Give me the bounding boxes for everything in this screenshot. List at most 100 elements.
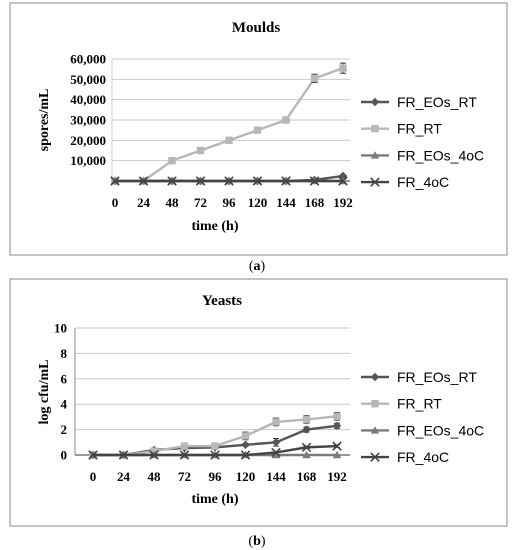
chart-b-xtick-label: 144 — [266, 469, 286, 484]
chart-b-legend-item: FR_EOs_4oC — [361, 422, 484, 438]
caption-b-label: b — [253, 534, 261, 549]
legend-label: FR_RT — [397, 121, 442, 137]
data-point — [301, 442, 312, 453]
legend-swatch-marker — [370, 151, 380, 159]
chart-a-legend-item: FR_EOs_4oC — [361, 147, 484, 163]
data-point — [180, 442, 189, 450]
data-point — [339, 64, 347, 72]
legend-swatch-marker — [370, 177, 380, 187]
chart-a-ylabel: spores/mL — [37, 89, 52, 152]
chart-b-ytick-label: 10 — [54, 321, 67, 336]
chart-a-xtick-label: 168 — [305, 195, 325, 210]
legend-swatch-marker — [371, 125, 379, 133]
chart-a-title: Moulds — [232, 20, 281, 36]
legend-label: FR_4oC — [397, 174, 449, 190]
data-point — [281, 176, 291, 186]
data-point — [310, 74, 319, 83]
legend-swatch-marker — [370, 426, 380, 434]
chart-a-xtick-label: 0 — [112, 195, 119, 210]
chart-b-title: Yeasts — [202, 293, 242, 309]
chart-a-xtick-label: 120 — [248, 195, 268, 210]
data-point — [168, 156, 176, 165]
data-point — [338, 176, 348, 186]
chart-b-legend-item: FR_EOs_RT — [361, 369, 477, 385]
data-point — [211, 442, 219, 450]
data-point — [196, 146, 205, 155]
legend-label: FR_EOs_4oC — [397, 147, 484, 163]
chart-a-ytick-label: 40,000 — [70, 92, 106, 107]
data-point — [302, 425, 311, 434]
data-point — [302, 415, 311, 424]
chart-a-xtick-label: 96 — [223, 195, 237, 210]
data-point — [225, 136, 233, 145]
chart-b-ylabel: log cfu/mL — [37, 360, 52, 425]
chart-b-xtick-label: 0 — [90, 469, 97, 484]
legend-swatch-marker — [370, 97, 380, 107]
data-point — [110, 176, 120, 186]
data-point — [241, 440, 250, 450]
caption-b: (b) — [248, 534, 265, 549]
data-point — [333, 412, 341, 420]
chart-a-xtick-label: 24 — [137, 195, 151, 210]
chart-b-ytick-label: 2 — [61, 422, 68, 437]
chart-b-xtick-label: 120 — [236, 469, 256, 484]
data-point — [332, 421, 342, 430]
chart-a-ytick-label: 20,000 — [70, 133, 106, 148]
legend-label: FR_EOs_RT — [397, 94, 477, 110]
chart-b-xtick-label: 72 — [178, 469, 191, 484]
chart-b-legend: FR_EOs_RT FR_RT FR_EOs_4oC FR_4oC — [361, 369, 484, 465]
data-point — [210, 450, 220, 460]
data-point — [240, 450, 251, 460]
chart-b-ytick-label: 8 — [61, 346, 68, 361]
legend-swatch-marker — [370, 452, 380, 462]
chart-a-plot: 10,000 20,000 30,000 40,000 50,000 60,000 0 24 4… — [70, 52, 353, 211]
panel-b-frame — [9, 278, 508, 527]
legend-swatch-marker — [370, 372, 380, 382]
chart-b-ytick-label: 6 — [61, 371, 68, 386]
data-point — [271, 447, 281, 458]
data-point — [224, 176, 234, 186]
data-point — [167, 176, 177, 186]
data-point — [138, 176, 149, 186]
data-point — [253, 126, 262, 134]
data-point — [272, 418, 280, 426]
legend-label: FR_EOs_RT — [397, 369, 477, 385]
data-point — [282, 116, 290, 124]
caption-a-label: a — [254, 259, 261, 274]
legend-label: FR_4oC — [397, 449, 449, 465]
chart-a-xtick-label: 144 — [276, 195, 296, 210]
data-point — [195, 176, 206, 186]
chart-b-legend-item: FR_RT — [361, 396, 442, 412]
data-point — [179, 450, 190, 460]
chart-a-xtick-label: 48 — [166, 195, 180, 210]
data-point — [252, 176, 263, 186]
chart-a-legend-item: FR_EOs_RT — [361, 94, 477, 110]
chart-a-legend-item: FR_RT — [361, 121, 442, 137]
legend-swatch-marker — [371, 400, 379, 408]
data-point — [309, 176, 320, 186]
chart-b-xtick-label: 96 — [209, 469, 223, 484]
data-point — [149, 450, 159, 460]
caption-a: (a) — [249, 259, 266, 274]
chart-b-xtick-label: 48 — [148, 469, 162, 484]
chart-b-xtick-label: 192 — [327, 469, 347, 484]
data-point — [302, 450, 311, 459]
data-point — [271, 450, 281, 459]
chart-b-ytick-label: 4 — [61, 397, 68, 412]
chart-b-ytick-label: 0 — [61, 448, 68, 463]
chart-a-series-fr-4oc — [110, 176, 348, 186]
data-point — [241, 432, 250, 440]
data-point — [271, 438, 281, 447]
chart-a-xlabel: time (h) — [191, 219, 238, 234]
chart-a-ytick-label: 50,000 — [70, 72, 106, 87]
chart-a-legend: FR_EOs_RT FR_RT FR_EOs_4oC FR_4oC — [361, 94, 484, 190]
data-point — [88, 450, 98, 460]
chart-b-xtick-label: 168 — [297, 469, 317, 484]
chart-b-xlabel: time (h) — [191, 492, 238, 507]
chart-a-xtick-label: 72 — [194, 195, 207, 210]
chart-b-legend-item: FR_4oC — [361, 449, 449, 465]
chart-a-ytick-label: 10,000 — [70, 153, 106, 168]
data-point — [332, 441, 342, 451]
chart-a-xtick-label: 192 — [333, 195, 353, 210]
